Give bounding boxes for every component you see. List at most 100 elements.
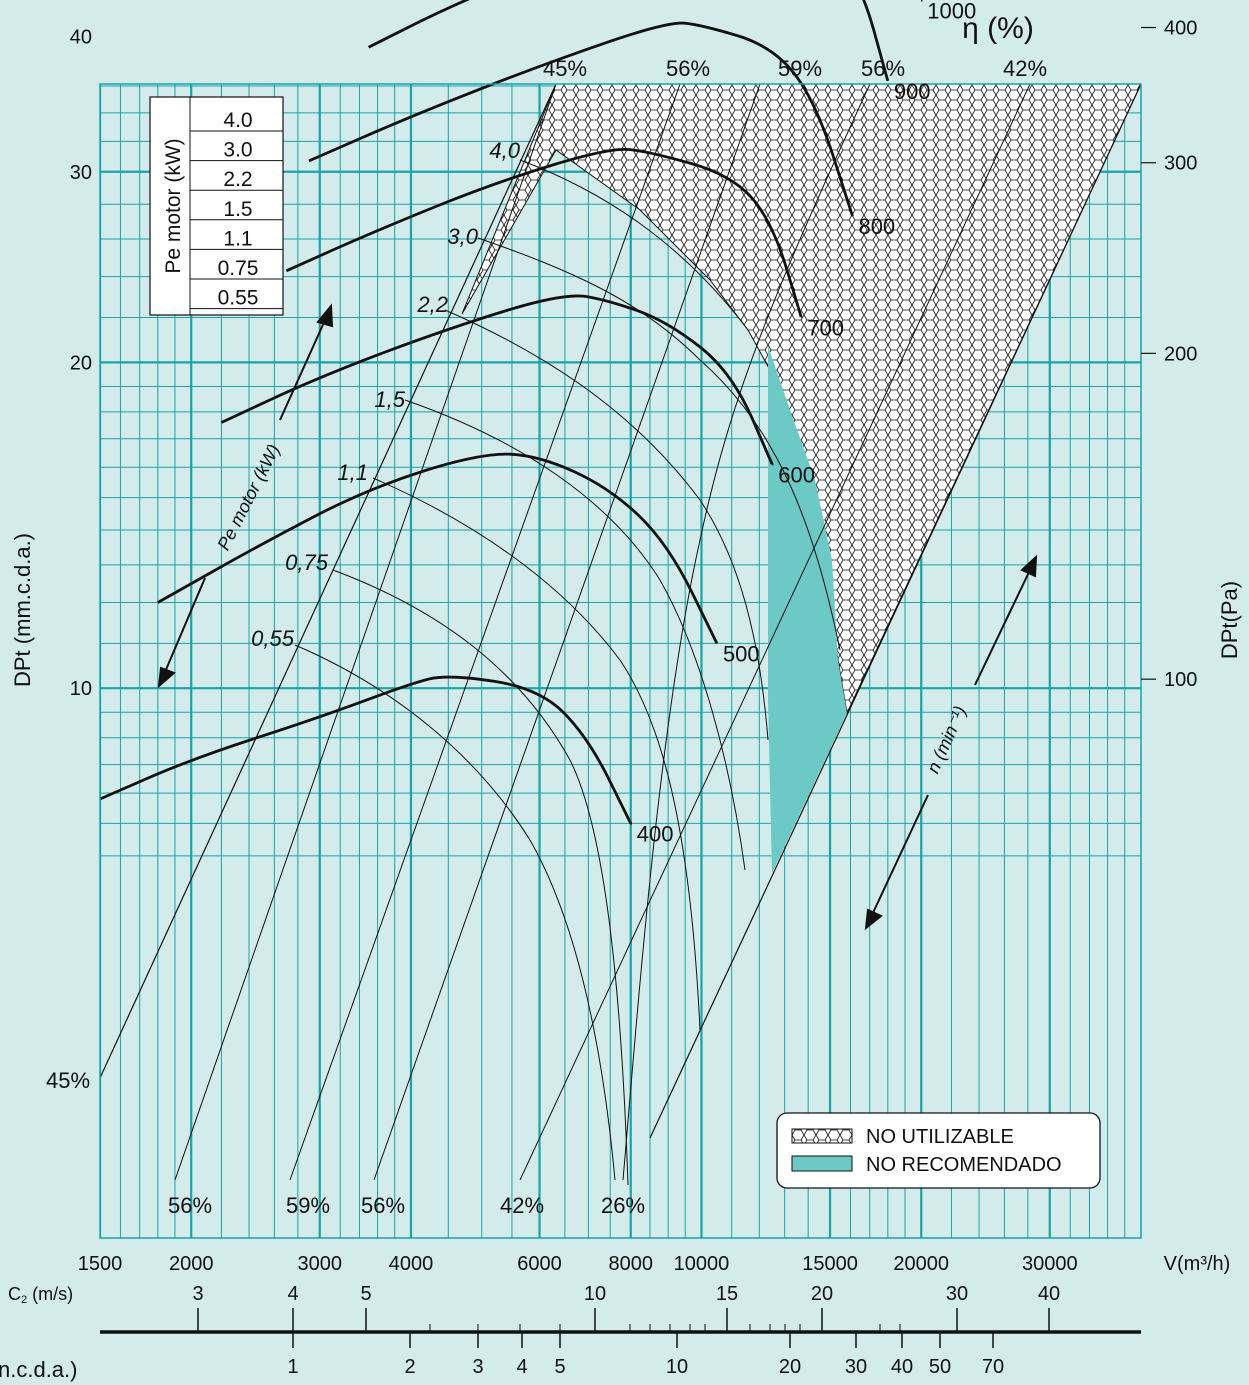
motor-table-value: 0.55 — [218, 287, 259, 310]
dp-scale-label: 40 — [891, 1356, 913, 1378]
y-tick-label-left: 20 — [70, 352, 92, 374]
x-tick-label: 6000 — [517, 1253, 562, 1275]
efficiency-line — [373, 84, 761, 1181]
efficiency-label-top: 42% — [1003, 56, 1047, 81]
y-axis-left-title: DPt (mm.c.d.a.) — [10, 533, 35, 687]
c2-scale-label: 15 — [716, 1283, 738, 1305]
y-tick-label-right: 100 — [1164, 669, 1197, 691]
motor-table-value: 0.75 — [218, 257, 259, 280]
c2-scale-label: 10 — [584, 1283, 606, 1305]
efficiency-label-top: 56% — [666, 56, 710, 81]
speed-curve-600 — [220, 294, 774, 466]
speed-label: 900 — [894, 79, 931, 104]
efficiency-label-bottom: 59% — [286, 1193, 330, 1218]
power-label: 0,55 — [251, 626, 295, 651]
dp-scale-label: 2 — [404, 1356, 415, 1378]
efficiency-line — [519, 84, 1031, 1181]
speed-label: 800 — [858, 214, 895, 239]
dp-scale-label: 50 — [929, 1356, 951, 1378]
efficiency-curves — [174, 84, 1031, 1181]
motor-table-value: 3.0 — [223, 139, 252, 162]
power-curve — [444, 309, 769, 741]
y-tick-label-right: 400 — [1164, 18, 1197, 40]
motor-table-value: 1.5 — [223, 198, 252, 221]
efficiency-line — [289, 84, 681, 1181]
efficiency-label-bottom: 26% — [601, 1193, 645, 1218]
envelope-right — [649, 83, 1142, 1139]
c2-scale-label: 3 — [192, 1283, 203, 1305]
power-label: 0,75 — [285, 550, 329, 575]
power-label: 3,0 — [447, 224, 478, 249]
dp-scale-label: 20 — [779, 1356, 801, 1378]
x-axis-title: V(m³/h) — [1164, 1253, 1231, 1275]
dp-scale-label: 5 — [554, 1356, 565, 1378]
speed-curves — [99, 0, 923, 825]
motor-table-value: 4.0 — [223, 109, 252, 132]
x-tick-label: 8000 — [608, 1253, 653, 1275]
efficiency-axis-title: η (%) — [962, 12, 1034, 45]
speed-curve-800 — [308, 21, 854, 217]
grid — [100, 84, 1141, 1238]
power-label: 4,0 — [489, 138, 520, 163]
speed-axis-arrow — [864, 554, 1038, 931]
efficiency-label-top: 45% — [543, 56, 587, 81]
efficiency-label-bottom: 42% — [500, 1193, 544, 1218]
dp-scale-label: 30 — [845, 1356, 867, 1378]
dp-scale-label: 4 — [516, 1356, 527, 1378]
plot-frame — [99, 83, 1142, 1239]
efficiency-label-top: 56% — [861, 56, 905, 81]
x-tick-label: 30000 — [1022, 1253, 1078, 1275]
power-curves — [294, 159, 841, 1186]
speed-curve-900 — [367, 0, 890, 82]
speed-curve-500 — [157, 452, 719, 645]
c2-scale-label: C2 (m/s) — [8, 1284, 73, 1306]
power-curve — [477, 237, 841, 651]
no-recomendado-region — [768, 346, 847, 873]
speed-label: 400 — [637, 821, 674, 846]
legend: NO UTILIZABLE NO RECOMENDADO — [776, 1112, 1101, 1189]
x-tick-label: 4000 — [389, 1253, 434, 1275]
efficiency-label-top: 59% — [778, 56, 822, 81]
efficiency-label-left: 45% — [46, 1068, 90, 1093]
efficiency-line — [174, 84, 557, 1181]
motor-power-table: Pe motor (kW) 4.0 3.0 2.2 1.5 1.1 0.75 0.55 — [149, 96, 284, 316]
x-tick-label: 2000 — [169, 1253, 214, 1275]
speed-label: 700 — [807, 316, 844, 341]
dynamic-pressure-scale-label: n.c.d.a.) — [0, 1357, 77, 1382]
power-label: 2,2 — [416, 292, 448, 317]
legend-label-no-utilizable: NO UTILIZABLE — [866, 1126, 1014, 1148]
y-tick-label-right: 200 — [1164, 343, 1197, 365]
x-tick-label: 1500 — [78, 1253, 123, 1275]
legend-label-no-recomendado: NO RECOMENDADO — [866, 1154, 1062, 1176]
power-curve — [294, 644, 616, 1181]
speed-label: 500 — [723, 641, 760, 666]
labels: 1020304050607080901001101201301002003004… — [46, 0, 1197, 1275]
dp-scale-label: 70 — [982, 1356, 1004, 1378]
power-label: 1,1 — [337, 460, 368, 485]
legend-swatch-no-recomendado — [791, 1155, 853, 1172]
dp-scale-label: 10 — [666, 1356, 688, 1378]
scale-ticks: 3 4 5 10 15 20 30 40 1 2 3 4 5 10 20 30 40 50 70 — [192, 1283, 1060, 1378]
speed-curve-400 — [99, 675, 633, 825]
y-axis-right-title: DPt(Pa) — [1217, 581, 1242, 659]
c2-scale-label: 5 — [360, 1283, 371, 1305]
dp-scale-label: 3 — [472, 1356, 483, 1378]
dp-scale-label: 1 — [287, 1356, 298, 1378]
envelope-left — [99, 83, 557, 1079]
motor-table-value: 1.1 — [223, 227, 252, 250]
c2-scale-label: 30 — [946, 1283, 968, 1305]
power-curve — [404, 399, 746, 871]
power-curve — [519, 159, 749, 331]
motor-table-header: Pe motor (kW) — [162, 138, 185, 273]
x-tick-label: 20000 — [893, 1253, 949, 1275]
power-label: 1,5 — [374, 387, 405, 412]
x-tick-label: 10000 — [674, 1253, 730, 1275]
speed-curve-700 — [285, 147, 803, 319]
power-axis-arrow — [157, 303, 334, 689]
c2-scale-label: 40 — [1038, 1283, 1060, 1305]
efficiency-label-bottom: 56% — [361, 1193, 405, 1218]
c2-scale-label: 20 — [811, 1283, 833, 1305]
x-tick-label: 15000 — [802, 1253, 858, 1275]
power-curve — [332, 569, 629, 1186]
